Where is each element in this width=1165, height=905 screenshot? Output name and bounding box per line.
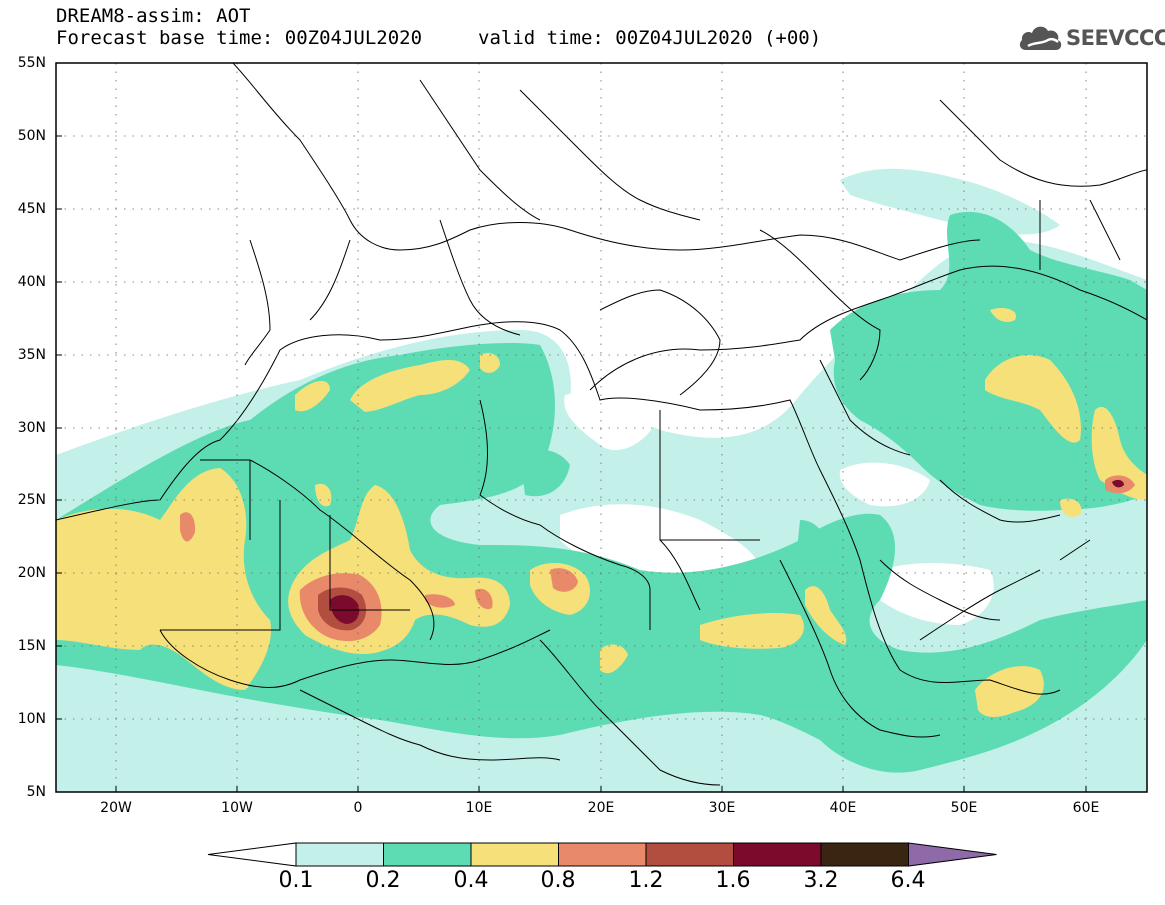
lat-label: 35N	[17, 347, 46, 363]
colorbar-segment	[733, 842, 822, 867]
colorbar	[207, 842, 997, 867]
lon-label: 30E	[708, 800, 736, 816]
colorbar-label: 0.4	[453, 868, 489, 893]
colorbar-min-arrow	[207, 842, 297, 867]
lon-label: 20W	[100, 800, 132, 816]
lat-label: 25N	[17, 492, 46, 508]
lat-label: 50N	[17, 128, 46, 144]
lat-label: 5N	[26, 784, 46, 800]
lon-label: 10W	[221, 800, 253, 816]
colorbar-segment	[645, 842, 734, 867]
colorbar-label: 6.4	[890, 868, 926, 893]
colorbar-segment	[295, 842, 384, 867]
colorbar-segment	[470, 842, 559, 867]
forecast-base-time: Forecast base time: 00Z04JUL2020	[56, 27, 423, 49]
country-borders	[56, 63, 1147, 786]
map-title: DREAM8-assim: AOT	[56, 5, 251, 27]
colorbar-label: 0.8	[540, 868, 576, 893]
colorbar-max-arrow	[908, 842, 997, 867]
colorbar-label: 1.6	[715, 868, 751, 893]
lat-label: 20N	[17, 565, 46, 581]
colorbar-segment	[820, 842, 909, 867]
lat-label: 55N	[17, 55, 46, 71]
lon-label: 50E	[950, 800, 978, 816]
lat-label: 40N	[17, 274, 46, 290]
colorbar-label: 3.2	[803, 868, 839, 893]
valid-time: valid time: 00Z04JUL2020 (+00)	[478, 27, 822, 49]
cloud-logo-icon	[1019, 26, 1062, 50]
lat-label: 10N	[17, 711, 46, 727]
lon-label: 60E	[1072, 800, 1100, 816]
graticule	[56, 63, 1147, 792]
logo-text: SEEVCCC	[1066, 26, 1165, 50]
aot-level-0.4	[56, 308, 1147, 717]
lon-label: 10E	[465, 800, 493, 816]
colorbar-label: 1.2	[628, 868, 664, 893]
lat-label: 15N	[17, 638, 46, 654]
colorbar-segment	[558, 842, 647, 867]
axis-ticks	[56, 62, 1087, 792]
colorbar-label: 0.1	[278, 868, 314, 893]
colorbar-label: 0.2	[365, 868, 401, 893]
lat-label: 45N	[17, 201, 46, 217]
seevccc-logo: SEEVCCC	[1018, 20, 1165, 60]
lon-label: 20E	[587, 800, 615, 816]
lon-label: 0	[353, 800, 363, 816]
lat-label: 30N	[17, 420, 46, 436]
lon-label: 40E	[829, 800, 857, 816]
colorbar-segment	[383, 842, 472, 867]
